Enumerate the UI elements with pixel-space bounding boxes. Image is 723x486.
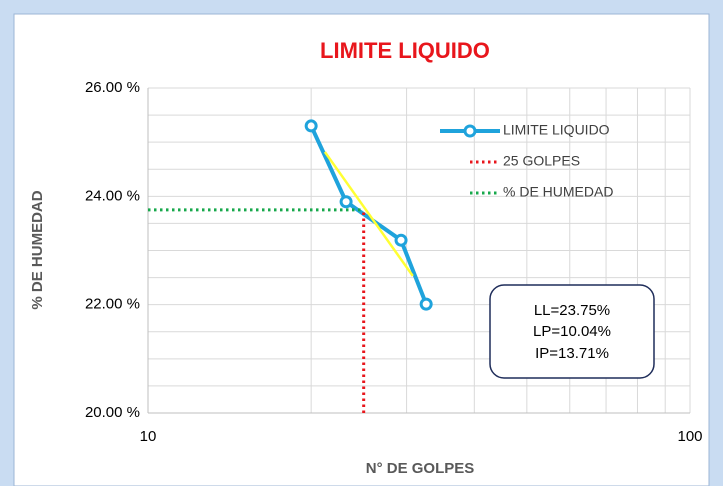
legend-label: % DE HUMEDAD bbox=[503, 184, 613, 200]
y-tick-label: 20.00 % bbox=[85, 404, 140, 421]
chart-title: LIMITE LIQUIDO bbox=[320, 38, 490, 63]
y-tick-label: 26.00 % bbox=[85, 79, 140, 96]
legend-label: 25 GOLPES bbox=[503, 153, 580, 169]
x-tick-label: 10 bbox=[140, 428, 157, 445]
x-tick-label: 100 bbox=[677, 428, 702, 445]
annotation: LL=23.75% bbox=[534, 302, 610, 319]
annotation-box bbox=[489, 284, 655, 379]
marker bbox=[394, 233, 408, 247]
marker bbox=[304, 119, 318, 133]
marker bbox=[419, 297, 433, 311]
x-axis-label: N° DE GOLPES bbox=[366, 460, 475, 477]
y-tick-label: 22.00 % bbox=[85, 296, 140, 313]
trend-line bbox=[323, 151, 414, 277]
y-tick-label: 24.00 % bbox=[85, 187, 140, 204]
annotation: LP=10.04% bbox=[533, 323, 611, 340]
annotation: IP=13.71% bbox=[535, 345, 609, 362]
legend-label: LIMITE LIQUIDO bbox=[503, 122, 610, 138]
legend-marker bbox=[463, 124, 477, 138]
marker bbox=[339, 195, 353, 209]
y-axis-label: % DE HUMEDAD bbox=[29, 190, 46, 309]
